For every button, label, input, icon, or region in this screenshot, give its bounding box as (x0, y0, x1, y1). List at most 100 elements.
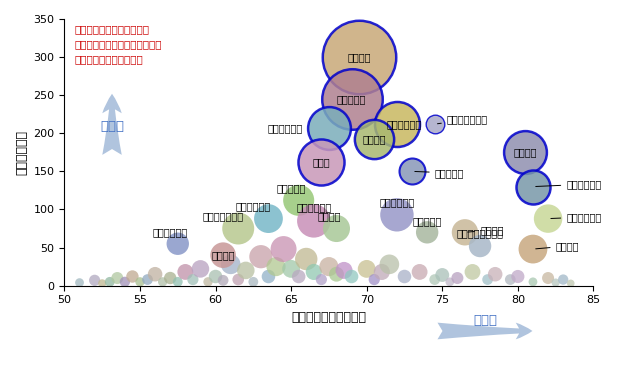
Point (165, 275, 175, 281)
Point (316, 277, 326, 283)
Point (521, 149, 530, 155)
Point (218, 277, 228, 283)
Point (370, 277, 379, 283)
Point (294, 274, 304, 280)
Text: 飛島建設: 飛島建設 (317, 211, 340, 221)
Point (105, 279, 115, 285)
Point (551, 280, 561, 286)
Text: ミサワホーム: ミサワホーム (268, 123, 303, 133)
Point (483, 277, 493, 283)
Text: トヨタホーム: トヨタホーム (236, 201, 271, 211)
Point (264, 216, 274, 222)
Point (528, 246, 538, 252)
Point (558, 277, 568, 283)
Text: 積水ハウス: 積水ハウス (277, 183, 306, 193)
Point (354, 54, 364, 60)
Point (370, 136, 379, 143)
Point (248, 279, 258, 285)
Point (384, 261, 394, 267)
Text: 鹿島建設: 鹿島建設 (514, 147, 537, 157)
Point (437, 272, 447, 278)
Text: 構造材料研究会: 構造材料研究会 (438, 114, 488, 125)
Point (513, 274, 523, 280)
Point (180, 269, 190, 275)
Point (150, 271, 160, 277)
Text: 大和ハウス工業: 大和ハウス工業 (202, 211, 244, 222)
Point (467, 269, 477, 275)
Point (460, 229, 470, 235)
Point (74, 280, 84, 286)
Point (316, 159, 326, 165)
Text: エンジニアリング: エンジニアリング (457, 229, 504, 238)
Point (528, 183, 538, 190)
Point (210, 274, 220, 280)
Point (135, 279, 145, 285)
Point (279, 246, 288, 252)
Point (218, 252, 228, 258)
Point (399, 274, 409, 280)
Text: 円の大きさ：有効特許件数
縦軸（権利者スコア）：総合力
横軸（最高値）：個別力: 円の大きさ：有効特許件数 縦軸（権利者スコア）：総合力 横軸（最高値）：個別力 (75, 24, 162, 64)
Text: アイジー工業: アイジー工業 (152, 227, 188, 237)
Text: 新日鉄住金: 新日鉄住金 (412, 216, 442, 226)
Point (505, 277, 515, 283)
Y-axis label: 権利者スコア: 権利者スコア (15, 130, 28, 175)
Text: 新日本製鉄: 新日本製鉄 (415, 168, 464, 178)
Text: 三井住友建設: 三井住友建設 (535, 179, 602, 190)
Point (142, 277, 152, 283)
Point (188, 277, 198, 283)
Point (361, 266, 371, 272)
Point (543, 216, 553, 222)
Point (324, 125, 334, 131)
Point (128, 274, 137, 280)
Text: 戸田建設: 戸田建設 (211, 250, 235, 260)
Point (543, 275, 553, 281)
Point (392, 121, 402, 127)
Point (415, 269, 425, 275)
Text: 大建工業: 大建工業 (468, 225, 504, 235)
Point (332, 271, 342, 277)
Point (407, 168, 417, 174)
Text: 総合力: 総合力 (100, 121, 124, 133)
Point (233, 277, 243, 283)
Point (158, 279, 168, 285)
Text: 大林組: 大林組 (313, 157, 330, 167)
Point (490, 271, 500, 277)
Point (173, 241, 183, 247)
Point (120, 279, 130, 285)
Point (528, 279, 538, 285)
Point (97, 280, 107, 287)
Point (113, 275, 123, 281)
Text: 三協立山: 三協立山 (535, 241, 579, 251)
Point (196, 266, 206, 272)
Point (332, 226, 342, 232)
Point (241, 267, 251, 273)
Point (324, 263, 334, 269)
Point (339, 267, 349, 273)
Point (377, 269, 387, 275)
Text: 積水化学工業: 積水化学工業 (379, 197, 415, 207)
Point (309, 269, 319, 275)
Point (256, 254, 266, 260)
Point (271, 263, 281, 269)
Point (430, 121, 439, 127)
Point (301, 256, 311, 262)
Point (173, 279, 183, 285)
Text: 竹中工務店: 竹中工務店 (337, 94, 366, 104)
Point (566, 280, 576, 287)
Text: 清水建設: 清水建設 (347, 52, 371, 62)
Point (294, 197, 304, 204)
Point (203, 279, 213, 285)
Point (445, 279, 455, 285)
Point (309, 218, 319, 224)
Point (430, 277, 439, 283)
Point (452, 275, 462, 281)
Text: 住友ゴム工業: 住友ゴム工業 (551, 212, 602, 222)
Point (90, 277, 100, 283)
Point (286, 266, 296, 272)
Text: オイレス工業: オイレス工業 (387, 119, 422, 129)
Point (347, 96, 357, 102)
Text: 個別力: 個別力 (473, 314, 497, 327)
Text: 東海ゴム工業: 東海ゴム工業 (296, 202, 331, 212)
Point (226, 261, 236, 267)
Point (422, 229, 432, 235)
